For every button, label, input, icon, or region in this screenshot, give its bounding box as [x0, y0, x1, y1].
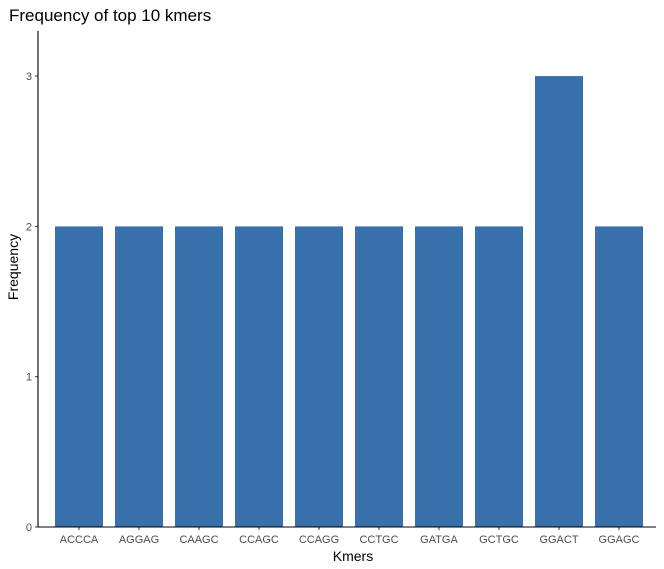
x-tick-label: GATGA — [420, 534, 458, 546]
bar-gatga — [415, 226, 463, 527]
bar-aggag — [115, 226, 163, 527]
x-tick-label: CCTGC — [359, 534, 398, 546]
bar-ccagg — [295, 226, 343, 527]
x-tick-label: AGGAG — [119, 534, 159, 546]
bars-group — [55, 76, 643, 527]
y-tick-label: 0 — [26, 522, 32, 534]
x-tick-label: CCAGG — [299, 534, 339, 546]
y-axis-title: Frequency — [5, 234, 21, 300]
bar-accca — [55, 226, 103, 527]
bar-ggagc — [595, 226, 643, 527]
x-tick-label: GGACT — [539, 534, 578, 546]
x-tick-label: CCAGC — [239, 534, 279, 546]
x-tick-label: CAAGC — [179, 534, 218, 546]
bar-caagc — [175, 226, 223, 527]
y-axis-ticks: 0 1 2 3 — [26, 71, 38, 534]
y-tick-label: 2 — [26, 221, 32, 233]
x-axis-title: Kmers — [333, 548, 373, 564]
bar-ggact — [535, 76, 583, 527]
y-tick-label: 3 — [26, 71, 32, 83]
x-axis-ticks: ACCCA AGGAG CAAGC CCAGC CCAGG CCTGC GATGA GCTGC… — [60, 527, 640, 546]
x-tick-label: GGAGC — [599, 534, 640, 546]
bar-ccagc — [235, 226, 283, 527]
y-tick-label: 1 — [26, 372, 32, 384]
x-tick-label: GCTGC — [479, 534, 519, 546]
x-tick-label: ACCCA — [60, 534, 99, 546]
chart-title: Frequency of top 10 kmers — [9, 6, 211, 25]
bar-gctgc — [475, 226, 523, 527]
bar-cctgc — [355, 226, 403, 527]
